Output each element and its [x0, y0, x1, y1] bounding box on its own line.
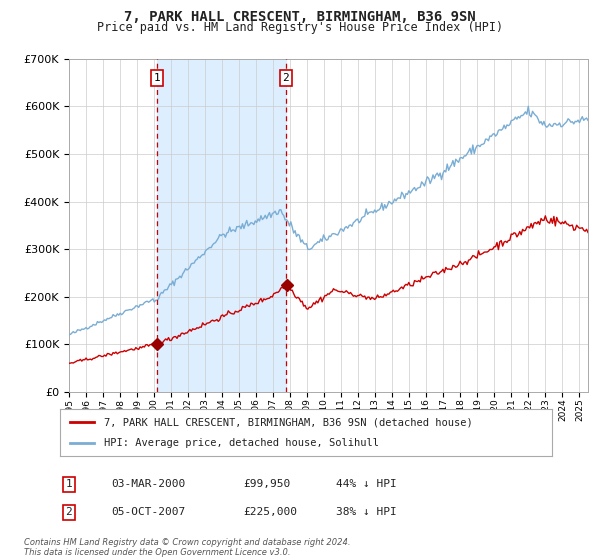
Text: £225,000: £225,000 [243, 507, 297, 517]
Text: 2: 2 [283, 73, 289, 83]
Text: 38% ↓ HPI: 38% ↓ HPI [336, 507, 397, 517]
Text: Contains HM Land Registry data © Crown copyright and database right 2024.
This d: Contains HM Land Registry data © Crown c… [24, 538, 350, 557]
Text: 2: 2 [65, 507, 73, 517]
Text: 44% ↓ HPI: 44% ↓ HPI [336, 479, 397, 489]
Text: 03-MAR-2000: 03-MAR-2000 [111, 479, 185, 489]
Bar [157, 59, 286, 392]
Text: 1: 1 [154, 73, 160, 83]
Text: HPI: Average price, detached house, Solihull: HPI: Average price, detached house, Soli… [104, 438, 379, 448]
Text: Price paid vs. HM Land Registry's House Price Index (HPI): Price paid vs. HM Land Registry's House … [97, 21, 503, 34]
Text: 7, PARK HALL CRESCENT, BIRMINGHAM, B36 9SN: 7, PARK HALL CRESCENT, BIRMINGHAM, B36 9… [124, 10, 476, 24]
Text: 05-OCT-2007: 05-OCT-2007 [111, 507, 185, 517]
Text: £99,950: £99,950 [243, 479, 290, 489]
Text: 1: 1 [65, 479, 73, 489]
Text: 7, PARK HALL CRESCENT, BIRMINGHAM, B36 9SN (detached house): 7, PARK HALL CRESCENT, BIRMINGHAM, B36 9… [104, 417, 473, 427]
